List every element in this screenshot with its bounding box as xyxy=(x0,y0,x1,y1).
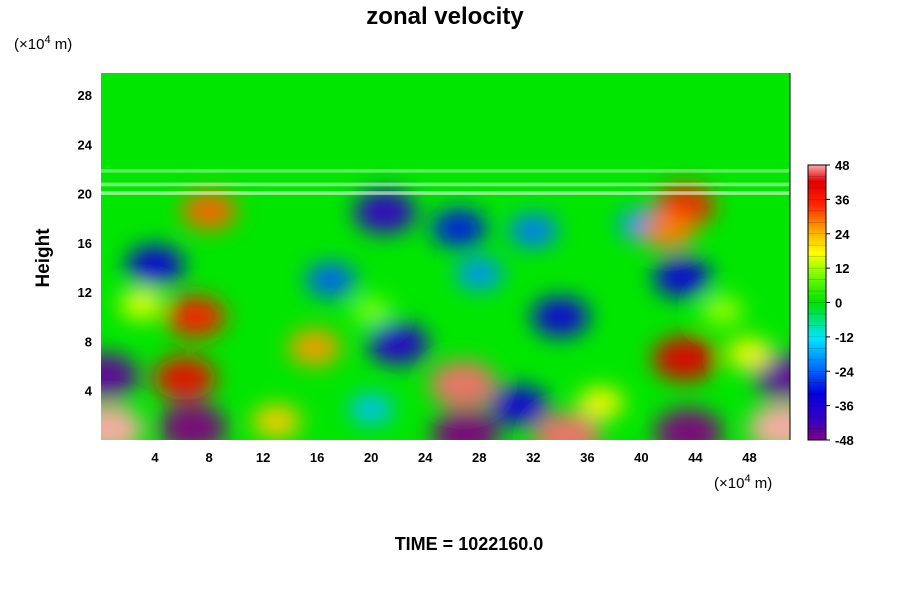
velocity-feature-5 xyxy=(747,403,790,440)
x-tick-label: 4 xyxy=(151,450,159,465)
y-unit-tail: m) xyxy=(51,36,73,53)
plot-area xyxy=(101,73,791,440)
stratosphere-band-2 xyxy=(101,169,790,173)
velocity-feature-22 xyxy=(455,257,504,291)
y-tick-label: 20 xyxy=(78,187,92,202)
velocity-feature-0 xyxy=(101,404,144,440)
colorbar-ticks: 48 36 24 12 0 -12 -24 -36 -48 xyxy=(826,158,855,448)
x-unit-tail: m) xyxy=(751,475,773,492)
y-tick-label: 28 xyxy=(78,88,92,103)
x-unit-exp: 4 xyxy=(744,473,750,485)
chart-title: zonal velocity xyxy=(366,3,524,30)
x-tick-label: 24 xyxy=(418,450,433,465)
velocity-field xyxy=(101,185,790,440)
velocity-feature-4 xyxy=(654,408,724,440)
velocity-feature-28 xyxy=(181,191,237,231)
colorbar-tick-label: 0 xyxy=(835,296,842,311)
velocity-feature-17 xyxy=(577,387,624,420)
y-tick-label: 16 xyxy=(78,236,92,251)
time-label: TIME = 1022160.0 xyxy=(395,534,544,554)
velocity-feature-2 xyxy=(431,409,501,440)
velocity-feature-3 xyxy=(533,412,601,440)
velocity-feature-10 xyxy=(652,336,717,382)
velocity-feature-9 xyxy=(429,361,497,409)
velocity-feature-18 xyxy=(531,296,590,338)
y-tick-label: 4 xyxy=(85,384,93,399)
x-tick-label: 40 xyxy=(634,450,648,465)
x-tick-label: 28 xyxy=(472,450,486,465)
velocity-feature-16 xyxy=(348,393,394,425)
colorbar-tick-label: 12 xyxy=(835,261,849,276)
velocity-feature-12 xyxy=(288,329,341,366)
velocity-feature-32 xyxy=(351,296,392,325)
velocity-feature-8 xyxy=(153,356,217,401)
x-axis-ticks: 4 8 12 16 20 24 28 32 36 40 44 48 xyxy=(151,450,756,465)
y-unit-exp: 4 xyxy=(44,34,50,46)
colorbar-tick-label: 36 xyxy=(835,192,849,207)
x-tick-label: 32 xyxy=(526,450,540,465)
colorbar-tick-label: 24 xyxy=(835,227,850,242)
y-axis-ticks: 4 8 12 16 20 24 28 xyxy=(78,88,93,399)
velocity-feature-21 xyxy=(305,262,356,298)
velocity-feature-1 xyxy=(158,403,228,440)
velocity-feature-13 xyxy=(367,322,429,366)
x-unit-base: (×10 xyxy=(714,475,744,492)
velocity-feature-31 xyxy=(119,289,164,320)
x-tick-label: 20 xyxy=(364,450,378,465)
y-axis-unit: (×104 m) xyxy=(14,34,72,53)
stratosphere-bands xyxy=(101,169,790,195)
y-tick-label: 24 xyxy=(78,137,93,152)
velocity-feature-24 xyxy=(353,190,417,235)
y-tick-label: 12 xyxy=(78,285,92,300)
x-tick-label: 36 xyxy=(580,450,594,465)
stratosphere-band-1 xyxy=(101,182,790,187)
x-tick-label: 8 xyxy=(205,450,212,465)
colorbar-tick-label: 48 xyxy=(835,158,849,173)
velocity-feature-14 xyxy=(490,385,549,426)
colorbar-tick-label: -36 xyxy=(835,399,854,414)
colorbar: 48 36 24 12 0 -12 -24 -36 -48 xyxy=(807,158,855,448)
velocity-feature-25 xyxy=(431,208,487,248)
velocity-feature-11 xyxy=(165,296,226,338)
velocity-feature-33 xyxy=(701,296,744,326)
y-unit-base: (×10 xyxy=(14,36,44,53)
velocity-feature-26 xyxy=(508,213,558,248)
velocity-feature-15 xyxy=(252,404,302,439)
x-axis-unit: (×104 m) xyxy=(714,473,772,492)
x-tick-label: 48 xyxy=(742,450,756,465)
y-tick-label: 8 xyxy=(85,334,92,349)
velocity-feature-19 xyxy=(726,337,773,370)
velocity-feature-20 xyxy=(125,244,185,286)
velocity-feature-6 xyxy=(101,352,139,400)
x-tick-label: 16 xyxy=(310,450,324,465)
x-tick-label: 12 xyxy=(256,450,270,465)
colorbar-tick-label: -48 xyxy=(835,433,854,448)
colorbar-tick-label: -12 xyxy=(835,330,854,345)
colorbar-contour-lines xyxy=(808,176,826,429)
y-axis-label: Height xyxy=(33,228,54,288)
velocity-feature-30 xyxy=(641,211,696,250)
velocity-feature-23 xyxy=(652,257,712,298)
x-tick-label: 44 xyxy=(688,450,703,465)
stratosphere-band-0 xyxy=(101,191,790,195)
colorbar-tick-label: -24 xyxy=(835,364,855,379)
